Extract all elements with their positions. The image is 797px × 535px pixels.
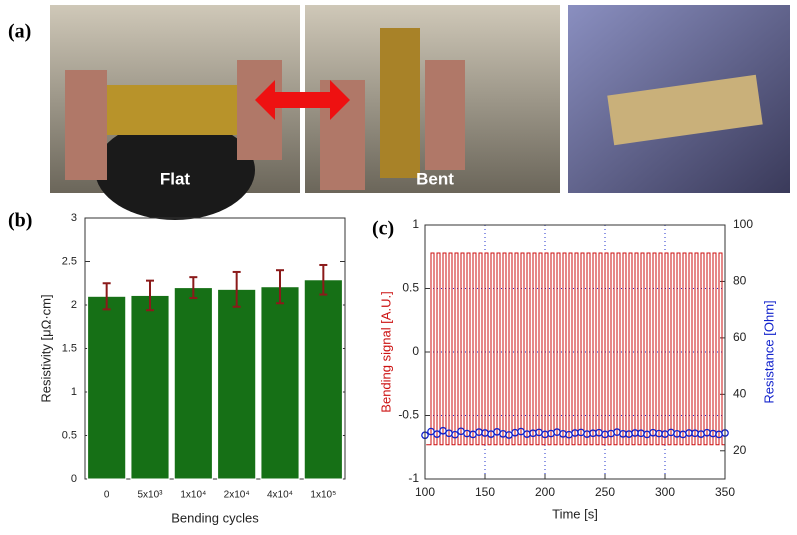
panel-label: (a) [8,21,31,43]
panel-label: (c) [372,218,394,240]
photos: (a) Flat Bent [8,5,790,220]
x-tick-label: 5x10³ [137,490,163,501]
x-tick-label: 250 [595,485,615,499]
x-tick-label: 100 [415,485,435,499]
y-tick-label: 0.5 [62,429,77,441]
bar [130,294,170,480]
photo-label: Bent [416,169,454,188]
y-tick-label: -0.5 [398,408,419,422]
y2-tick-label: 40 [733,387,747,401]
y2-tick-label: 80 [733,274,747,288]
plot-area [424,224,726,480]
x-tick-label: 1x10⁴ [180,490,206,501]
y-axis-title: Resistivity [μΩ·cm] [38,294,53,402]
y-tick-label: 3 [71,212,77,224]
y-tick-label: 1 [71,386,77,398]
y-tick-label: -1 [408,471,419,485]
data-line [426,252,725,446]
bar [217,288,257,480]
bar [173,287,213,480]
bar [87,295,127,480]
y-tick-label: 0 [71,473,77,485]
photo-detail [105,85,245,135]
bar [260,286,300,480]
x-tick-label: 2x10⁴ [224,490,250,501]
x-tick-label: 150 [475,485,495,499]
photo-detail [380,28,420,178]
x-tick-label: 350 [715,485,735,499]
y2-tick-label: 100 [733,217,753,231]
data-point [451,430,459,439]
bar [303,279,343,480]
y-tick-label: 1 [412,217,419,231]
x-tick-label: 0 [104,490,110,501]
x-tick-label: 1x10⁵ [310,490,336,501]
y-tick-label: 1.5 [62,342,77,354]
y-tick-label: 0.5 [402,281,419,295]
x-tick-label: 300 [655,485,675,499]
photo-detail [237,60,282,160]
x-tick-label: 200 [535,485,555,499]
data-point [433,430,441,438]
y-tick-label: 0 [412,344,419,358]
photo-detail [425,60,465,170]
y-axis-title: Bending signal [A.U.] [378,291,393,412]
x-tick-label: 4x10⁴ [267,490,293,501]
y2-tick-label: 20 [733,443,747,457]
y-tick-label: 2 [71,299,77,311]
y-tick-label: 2.5 [62,255,77,267]
y2-tick-label: 60 [733,330,747,344]
x-axis-title: Time [s] [552,506,598,521]
photo-detail [65,70,107,180]
photo-detail [607,74,763,146]
double-arrow [255,80,350,120]
photo-detail [95,120,255,220]
y2-axis-title: Resistance [Ohm] [761,300,776,403]
x-axis-title: Bending cycles [171,510,259,525]
panel-label: (b) [8,210,32,232]
photo-label: Flat [160,169,191,188]
